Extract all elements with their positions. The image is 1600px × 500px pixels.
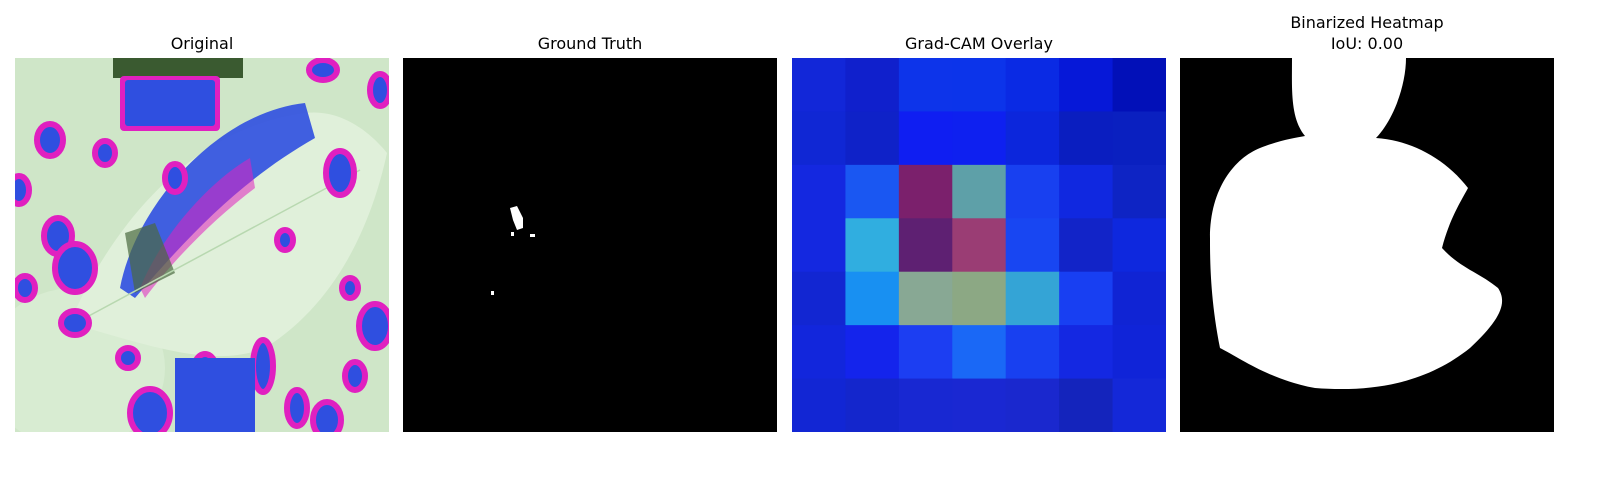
gradcam-cell (1112, 58, 1166, 113)
binarized-heatmap-mask (1180, 58, 1554, 432)
gradcam-cell (898, 325, 953, 380)
gradcam-cell (952, 58, 1007, 113)
original-image (15, 58, 389, 432)
gradcam-cell (845, 58, 900, 113)
gradcam-cell (952, 164, 1007, 219)
gradcam-cell (1059, 164, 1114, 219)
gradcam-cell (792, 378, 847, 432)
gradcam-cell (792, 164, 847, 219)
gradcam-cell (1059, 378, 1114, 432)
gradcam-cell (792, 111, 847, 166)
gradcam-overlay-image (792, 58, 1166, 432)
gradcam-cell (1112, 378, 1166, 432)
iou-label: IoU: 0.00 (1330, 34, 1404, 53)
ground-truth-mask (403, 58, 777, 432)
gradcam-cell (898, 111, 953, 166)
gradcam-cell (845, 325, 900, 380)
gradcam-cell (1112, 325, 1166, 380)
binarized-title: Binarized Heatmap (1290, 13, 1444, 32)
gradcam-cell (1059, 111, 1114, 166)
original-title: Original (170, 34, 234, 53)
gradcam-cell (898, 58, 953, 113)
gradcam-cell (1112, 164, 1166, 219)
gradcam-cell (845, 271, 900, 326)
gradcam-cell (952, 378, 1007, 432)
gradcam-cell (1059, 58, 1114, 113)
gradcam-cell (792, 58, 847, 113)
gradcam-cell (1059, 218, 1114, 273)
gradcam-cell (792, 271, 847, 326)
gradcam-title: Grad-CAM Overlay (905, 34, 1053, 53)
gradcam-cell (952, 111, 1007, 166)
gradcam-cell (952, 271, 1007, 326)
gradcam-cell (845, 111, 900, 166)
gradcam-cell (898, 378, 953, 432)
gradcam-cell (1005, 218, 1060, 273)
gradcam-cell (1112, 111, 1166, 166)
gradcam-cell (845, 378, 900, 432)
gradcam-cell (898, 164, 953, 219)
gradcam-cell (1059, 271, 1114, 326)
ground-truth-title: Ground Truth (537, 34, 643, 53)
gradcam-cell (1005, 58, 1060, 113)
gradcam-cell (1005, 164, 1060, 219)
gradcam-cell (845, 164, 900, 219)
gradcam-cell (898, 218, 953, 273)
gradcam-cell (792, 218, 847, 273)
gradcam-cell (1005, 271, 1060, 326)
gradcam-cell (1059, 325, 1114, 380)
gradcam-cell (1005, 325, 1060, 380)
gradcam-cell (1005, 378, 1060, 432)
gradcam-cell (845, 218, 900, 273)
gradcam-cell (1112, 218, 1166, 273)
gradcam-cell (1005, 111, 1060, 166)
gradcam-cell (952, 218, 1007, 273)
gradcam-cell (792, 325, 847, 380)
gradcam-cell (898, 271, 953, 326)
gradcam-cell (1112, 271, 1166, 326)
gradcam-cell (952, 325, 1007, 380)
